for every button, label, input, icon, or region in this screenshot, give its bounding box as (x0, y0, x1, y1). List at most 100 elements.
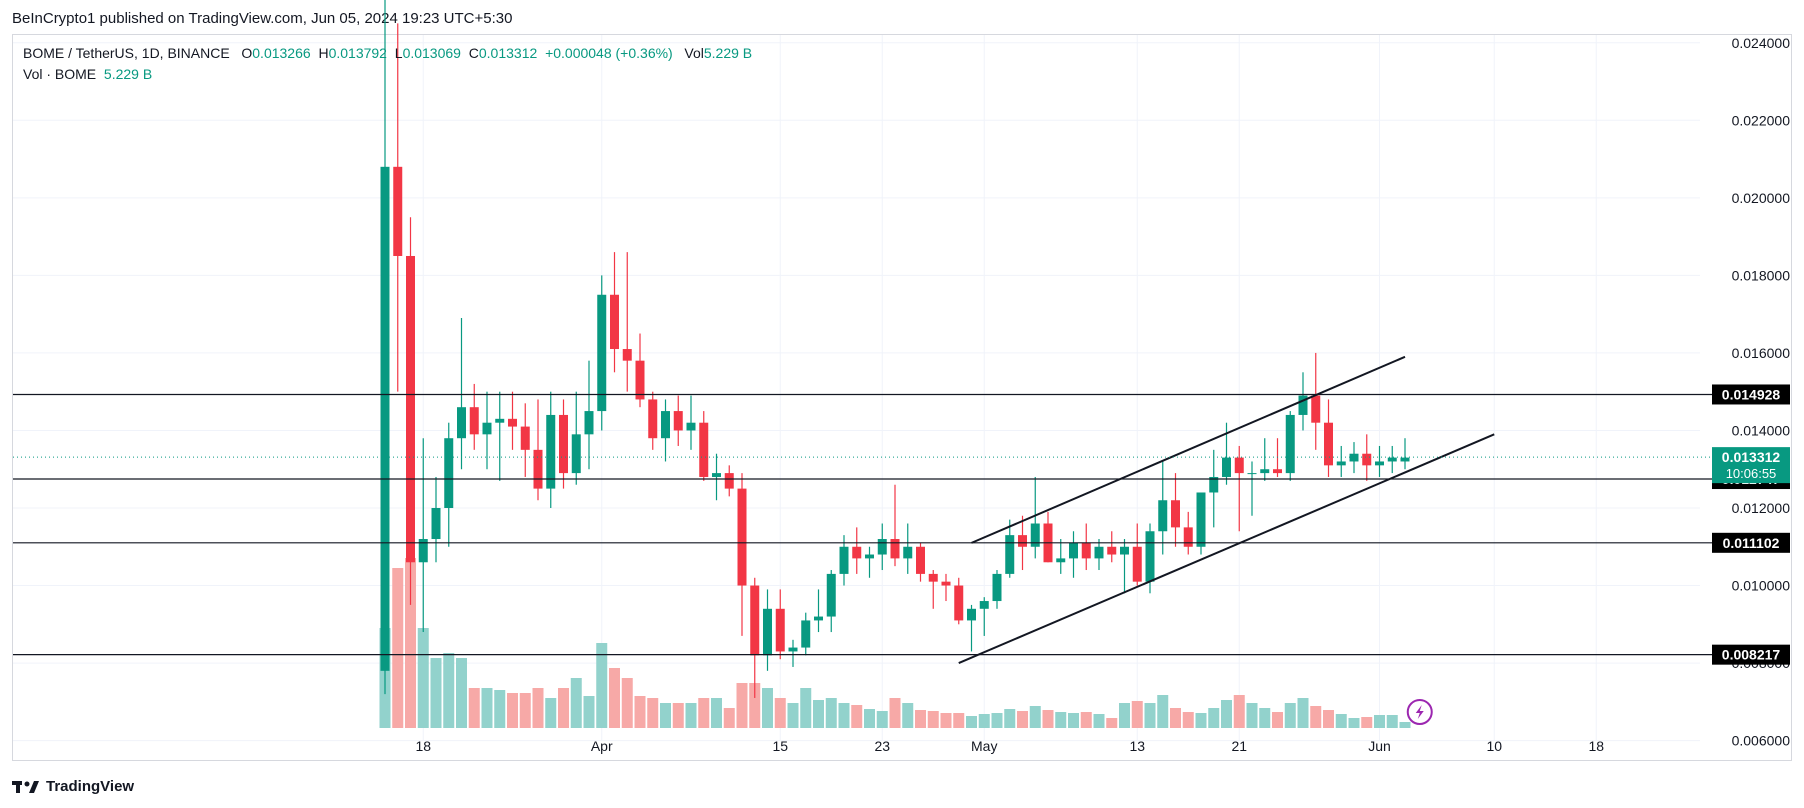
candle-body (877, 539, 887, 555)
volume-bar (1310, 706, 1322, 728)
volume-bar (762, 688, 773, 728)
candle-body (775, 608, 785, 652)
volume-bar (851, 705, 863, 728)
candle-body (1349, 453, 1359, 462)
volume-bar (749, 683, 761, 728)
candle-body (903, 546, 913, 559)
volume-bar (507, 693, 518, 728)
volume-bar (532, 688, 544, 728)
volume-bar (1208, 708, 1220, 728)
volume-bar (621, 678, 633, 728)
candle-body (597, 294, 607, 412)
volume-bar (1284, 703, 1296, 728)
volume-bar (1195, 713, 1207, 728)
candle-body (673, 411, 683, 431)
candle-body (1375, 461, 1384, 466)
volume-bar (570, 678, 582, 728)
candle-body (826, 573, 836, 617)
candle-body (992, 573, 1002, 602)
x-tick-label: Jun (1368, 738, 1391, 754)
candle-body (865, 554, 874, 559)
volume-bar (723, 708, 735, 728)
volume-bar (1323, 710, 1334, 728)
volume-bar (813, 700, 824, 728)
candle-body (1362, 453, 1372, 466)
candle-body (1030, 523, 1040, 547)
vol-value: 5.229 B (703, 45, 753, 61)
y-tick-label: 0.006000 (1732, 733, 1791, 749)
candle-body (584, 411, 594, 435)
candle-body (699, 422, 709, 477)
volume-bar (494, 690, 506, 728)
volume-bar (1144, 703, 1156, 728)
volume-bar (1042, 710, 1054, 728)
x-tick-label: 15 (772, 738, 788, 754)
x-tick-label: 13 (1129, 738, 1145, 754)
candle-body (1336, 461, 1346, 466)
volume-bar (1259, 708, 1271, 728)
candle-body (1196, 492, 1206, 547)
close-label: C (468, 45, 479, 61)
volume-bar (1348, 718, 1360, 728)
y-tick-label: 0.018000 (1732, 267, 1791, 283)
x-tick-label: May (971, 738, 997, 754)
volume-bar (864, 709, 875, 728)
volume-bar (519, 693, 531, 728)
volume-bar (1106, 718, 1118, 728)
candle-body (393, 166, 403, 256)
volume-bar (1182, 712, 1194, 728)
tradingview-logo[interactable]: TradingView (12, 778, 134, 795)
close-value: 0.013312 (478, 45, 538, 61)
ohlc-legend: BOME / TetherUS, 1D, BINANCE O0.013266 H… (23, 45, 752, 61)
symbol-label: BOME / TetherUS, 1D, BINANCE (23, 45, 230, 61)
candle-body (431, 507, 441, 540)
volume-bar (1335, 714, 1347, 728)
candle-body (482, 422, 492, 435)
volume-series-label: Vol · BOME (23, 66, 97, 82)
candle-body (1120, 546, 1129, 555)
volume-bar (660, 703, 671, 728)
volume-bar (1093, 714, 1105, 728)
candle-body (380, 166, 390, 671)
candle-body (559, 414, 568, 474)
candle-body (750, 585, 760, 656)
candle-body (1298, 395, 1308, 415)
volume-bar (1055, 712, 1067, 728)
volume-bar (889, 698, 901, 728)
candle-body (1209, 476, 1219, 493)
candle-body (1247, 473, 1257, 475)
candle-body (406, 255, 415, 563)
level-label: 0.008217 (1722, 647, 1781, 663)
volume-series-value: 5.229 B (103, 66, 153, 82)
candle-body (418, 539, 428, 563)
candle-body (1183, 527, 1193, 547)
volume-bar (1131, 701, 1143, 728)
candle-body (954, 585, 964, 621)
volume-legend: Vol · BOME 5.229 B (23, 66, 152, 82)
high-value: 0.013792 (328, 45, 387, 61)
volume-bar (953, 713, 965, 728)
volume-bar (481, 688, 493, 728)
volume-bar (456, 658, 467, 728)
lightning-icon (1406, 699, 1433, 725)
current-price-label-bg (1712, 447, 1790, 484)
volume-bar (609, 668, 620, 728)
y-tick-label: 0.016000 (1732, 345, 1791, 361)
volume-bar (558, 688, 569, 728)
y-tick-label: 0.022000 (1732, 112, 1791, 128)
volume-bar (672, 703, 684, 728)
candle-body (1094, 546, 1104, 559)
level-label-bg (1712, 532, 1790, 553)
candle-body (724, 473, 734, 489)
volume-bar (698, 698, 710, 728)
volume-bar (405, 558, 416, 728)
volume-bar (825, 698, 837, 728)
candle-body (457, 407, 466, 439)
y-tick-label: 0.024000 (1732, 35, 1791, 51)
candle-body (737, 488, 747, 586)
candle-body (610, 294, 619, 350)
change-value: +0.000048 (+0.36%) (545, 45, 673, 61)
volume-bar (838, 703, 850, 728)
candle-body (814, 616, 823, 621)
